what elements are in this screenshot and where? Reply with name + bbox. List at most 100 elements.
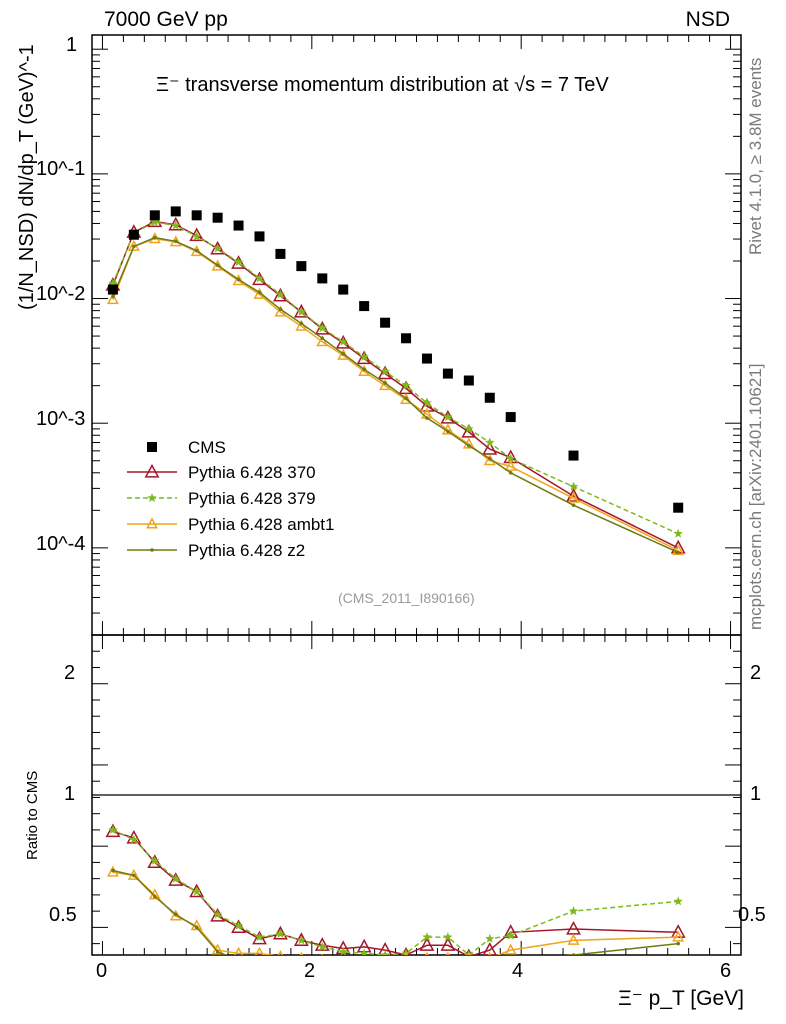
y-tick-label-1: 1: [66, 34, 78, 56]
main-point-z2-7: [257, 290, 262, 295]
main-point-z2-18: [487, 456, 492, 461]
ratio-tick-label-2-right: 2: [750, 662, 762, 684]
main-point-CMS-18: [484, 392, 495, 403]
ratio-point-379-5: [212, 909, 223, 919]
ratio-point-379-15: [422, 932, 432, 942]
ratio-point-379-11: [338, 946, 348, 955]
ratio-point-z2-21: [676, 941, 680, 946]
main-point-CMS-16: [442, 368, 453, 379]
main-point-z2-16: [446, 429, 450, 434]
main-point-CMS-2: [149, 210, 160, 221]
x-tick-label-4: 4: [512, 960, 524, 982]
ratio-point-379-12: [359, 948, 369, 955]
legend-marker-CMS: [147, 442, 157, 452]
ratio-point-379-3: [171, 873, 181, 883]
main-point-379-3: [171, 220, 181, 230]
main-point-CMS-0: [107, 284, 118, 295]
main-point-379-13: [380, 366, 390, 376]
main-point-z2-11: [341, 352, 346, 356]
main-point-379-20: [568, 481, 579, 491]
main-point-379-10: [317, 323, 327, 333]
ratio-tick-label-1-right: 1: [750, 783, 762, 805]
legend-marker-ambt1: [145, 517, 159, 529]
legend-label-379: Pythia 6.428 379: [188, 489, 316, 508]
main-point-z2-10: [320, 336, 325, 341]
main-point-ambt1-5: [211, 259, 224, 271]
energy-label: 7000 GeV pp: [104, 8, 228, 31]
main-point-379-18: [485, 437, 495, 447]
main-point-z2-19: [508, 471, 513, 475]
main-point-CMS-20: [568, 450, 579, 461]
main-point-ambt1-19: [504, 459, 517, 471]
main-point-379-17: [464, 423, 474, 433]
ratio-point-ambt1-13: [384, 953, 387, 955]
ratio-tick-label-2-left: 2: [64, 662, 76, 684]
main-point-CMS-1: [128, 229, 139, 240]
main-point-z2-2: [153, 235, 157, 240]
main-point-379-9: [296, 307, 307, 316]
ratio-point-ambt1-6: [234, 946, 243, 955]
ratio-point-z2-0: [111, 868, 115, 873]
ratio-point-370-7: [252, 930, 267, 945]
main-point-CMS-11: [338, 284, 349, 295]
main-point-379-2: [150, 217, 160, 227]
ratio-point-379-10: [317, 941, 327, 951]
main-point-370-18: [482, 441, 498, 455]
legend-marker-370: [144, 463, 160, 478]
main-point-379-11: [338, 336, 348, 346]
ratio-point-370-5: [210, 907, 226, 922]
main-point-z2-15: [425, 416, 429, 420]
analysis-id: (CMS_2011_I890166): [338, 590, 475, 606]
ratio-tick-label-0.5-left: 0.5: [49, 904, 77, 926]
main-point-379-12: [359, 351, 369, 361]
x-tick-label-0: 0: [96, 960, 108, 982]
main-point-CMS-12: [359, 301, 370, 312]
ratio-tick-label-0.5-right: 0.5: [738, 904, 766, 926]
ratio-point-z2-15: [425, 963, 429, 967]
main-point-CMS-5: [212, 212, 223, 223]
main-point-379-14: [401, 380, 411, 390]
main-line-379: [112, 221, 679, 535]
ratio-point-ambt1-10: [321, 953, 324, 955]
ratio-point-379-21: [673, 896, 683, 906]
ratio-point-z2-13: [383, 963, 387, 967]
main-point-ambt1-0: [106, 293, 119, 305]
main-point-CMS-14: [401, 333, 412, 344]
main-point-ambt1-14: [400, 392, 413, 404]
y-tick-label-0.01: 10^-2: [36, 283, 86, 305]
ratio-point-z2-4: [194, 925, 199, 930]
ratio-point-ambt1-21: [672, 930, 685, 942]
ratio-point-379-13: [380, 950, 390, 955]
ratio-point-370-16: [440, 937, 456, 951]
main-point-z2-8: [278, 307, 283, 312]
ratio-point-z2-12: [362, 963, 366, 967]
process-label: NSD: [685, 8, 730, 31]
ratio-point-370-15: [419, 937, 435, 951]
ratio-point-370-13: [378, 942, 393, 955]
main-point-CMS-7: [254, 231, 265, 242]
main-line-z2: [112, 236, 679, 554]
main-point-z2-12: [362, 367, 366, 372]
main-line-370: [112, 220, 679, 549]
ratio-point-379-18: [485, 933, 495, 943]
main-point-379-21: [673, 528, 683, 538]
main-point-ambt1-20: [567, 491, 580, 503]
ratio-point-z2-7: [258, 958, 262, 962]
main-point-379-8: [275, 289, 286, 299]
ratio-point-z2-17: [467, 963, 471, 967]
x-tick-label-6: 6: [720, 960, 732, 982]
ratio-axis-title: Ratio to CMS: [24, 770, 41, 860]
main-point-z2-13: [383, 381, 387, 385]
legend-label-cms: CMS: [188, 438, 226, 457]
ratio-point-370-2: [147, 854, 163, 869]
ratio-line-370: [112, 830, 679, 955]
main-point-379-19: [506, 453, 516, 463]
ratio-point-z2-11: [341, 963, 345, 967]
ratio-line-379: [112, 829, 679, 955]
ratio-point-z2-5: [215, 949, 220, 954]
ratio-point-ambt1-8: [277, 950, 284, 955]
main-point-z2-0: [111, 294, 115, 299]
ratio-point-ambt1-19: [504, 943, 517, 955]
ratio-point-z2-14: [404, 963, 408, 967]
